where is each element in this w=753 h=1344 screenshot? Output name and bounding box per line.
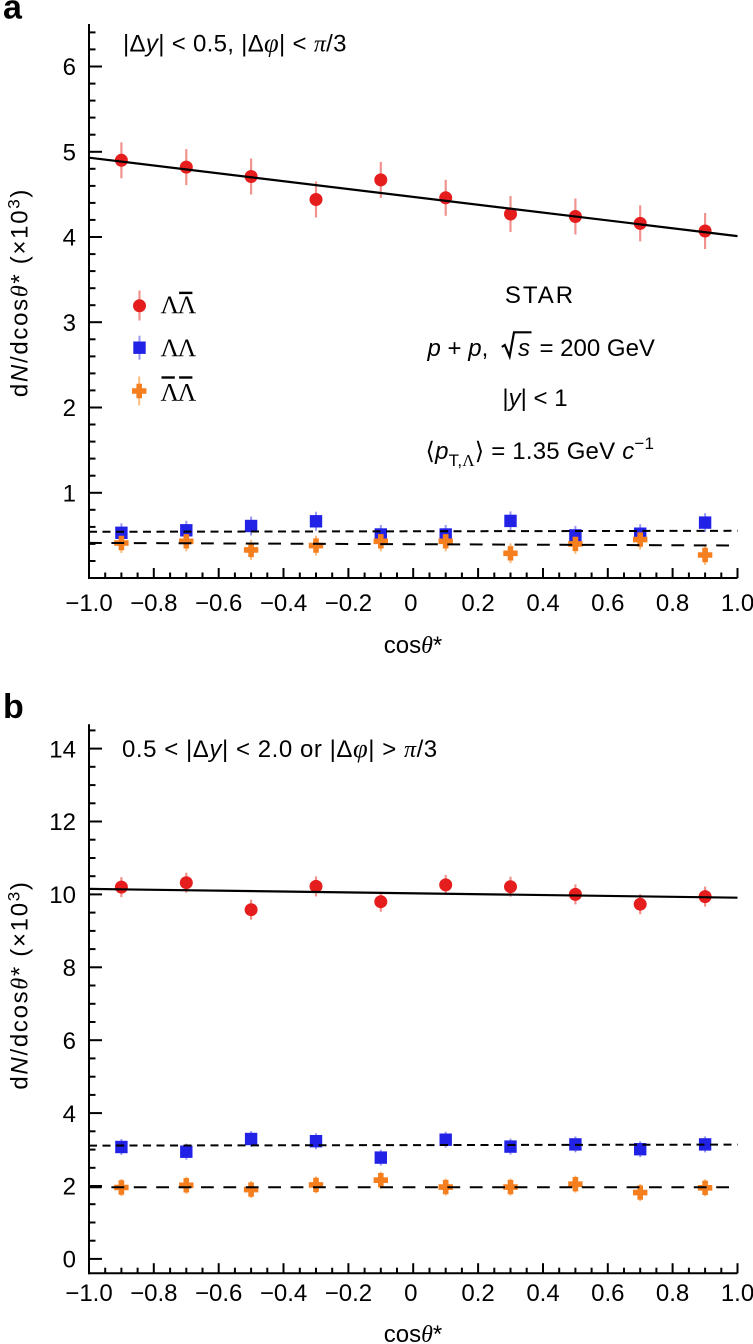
svg-text:12: 12 [49,809,76,836]
svg-text:0.2: 0.2 [461,1280,494,1307]
svg-text:0.6: 0.6 [591,1280,624,1307]
svg-text:−0.4: −0.4 [260,1280,307,1307]
svg-text:0.4: 0.4 [526,590,559,617]
svg-text:10: 10 [49,882,76,909]
svg-text:2: 2 [63,1174,76,1201]
svg-text:dN/dcosθ* (×103): dN/dcosθ* (×103) [5,880,34,1089]
svg-text:ΛΛ: ΛΛ [161,333,197,362]
svg-text:3: 3 [63,310,76,337]
svg-text:s: s [518,335,530,362]
svg-text:a: a [3,0,23,27]
svg-text:−0.2: −0.2 [325,590,372,617]
svg-text:0: 0 [63,1247,76,1274]
svg-text:0: 0 [404,590,417,617]
svg-text:2: 2 [63,395,76,422]
svg-text:p + p,: p + p, [427,335,489,362]
svg-text:1: 1 [63,480,76,507]
svg-text:1.0: 1.0 [721,1280,753,1307]
svg-text:−0.6: −0.6 [195,1280,242,1307]
svg-text:0.2: 0.2 [461,590,494,617]
svg-text:= 200 GeV: = 200 GeV [540,335,655,362]
svg-text:−0.8: −0.8 [130,1280,177,1307]
svg-text:14: 14 [49,736,76,763]
svg-text:|y| < 1: |y| < 1 [502,385,567,412]
svg-text:0.8: 0.8 [656,1280,689,1307]
svg-text:4: 4 [63,1101,76,1128]
svg-text:0: 0 [404,1280,417,1307]
svg-text:−0.4: −0.4 [260,590,307,617]
svg-text:1.0: 1.0 [721,590,753,617]
svg-text:cosθ*: cosθ* [384,1321,443,1344]
svg-text:4: 4 [63,225,76,252]
svg-text:|Δy| < 0.5, |Δφ| < π/3: |Δy| < 0.5, |Δφ| < π/3 [123,28,347,58]
svg-text:6: 6 [63,1028,76,1055]
svg-text:ΛΛ: ΛΛ [161,378,197,407]
svg-text:−1.0: −1.0 [65,590,112,617]
svg-text:STAR: STAR [505,282,575,309]
svg-text:5: 5 [63,139,76,166]
svg-text:cosθ*: cosθ* [384,632,443,659]
svg-text:−0.8: −0.8 [130,590,177,617]
svg-text:6: 6 [63,54,76,81]
svg-text:8: 8 [63,955,76,982]
svg-text:0.6: 0.6 [591,590,624,617]
svg-text:0.8: 0.8 [656,590,689,617]
svg-text:b: b [3,688,24,726]
svg-text:0.4: 0.4 [526,1280,559,1307]
svg-text:−0.6: −0.6 [195,590,242,617]
svg-text:−0.2: −0.2 [325,1280,372,1307]
svg-text:0.5 < |Δy| < 2.0 or |Δφ| > π/3: 0.5 < |Δy| < 2.0 or |Δφ| > π/3 [122,733,438,763]
svg-text:dN/dcosθ* (×103): dN/dcosθ* (×103) [5,188,34,397]
svg-text:−1.0: −1.0 [65,1280,112,1307]
svg-text:ΛΛ: ΛΛ [161,290,197,319]
